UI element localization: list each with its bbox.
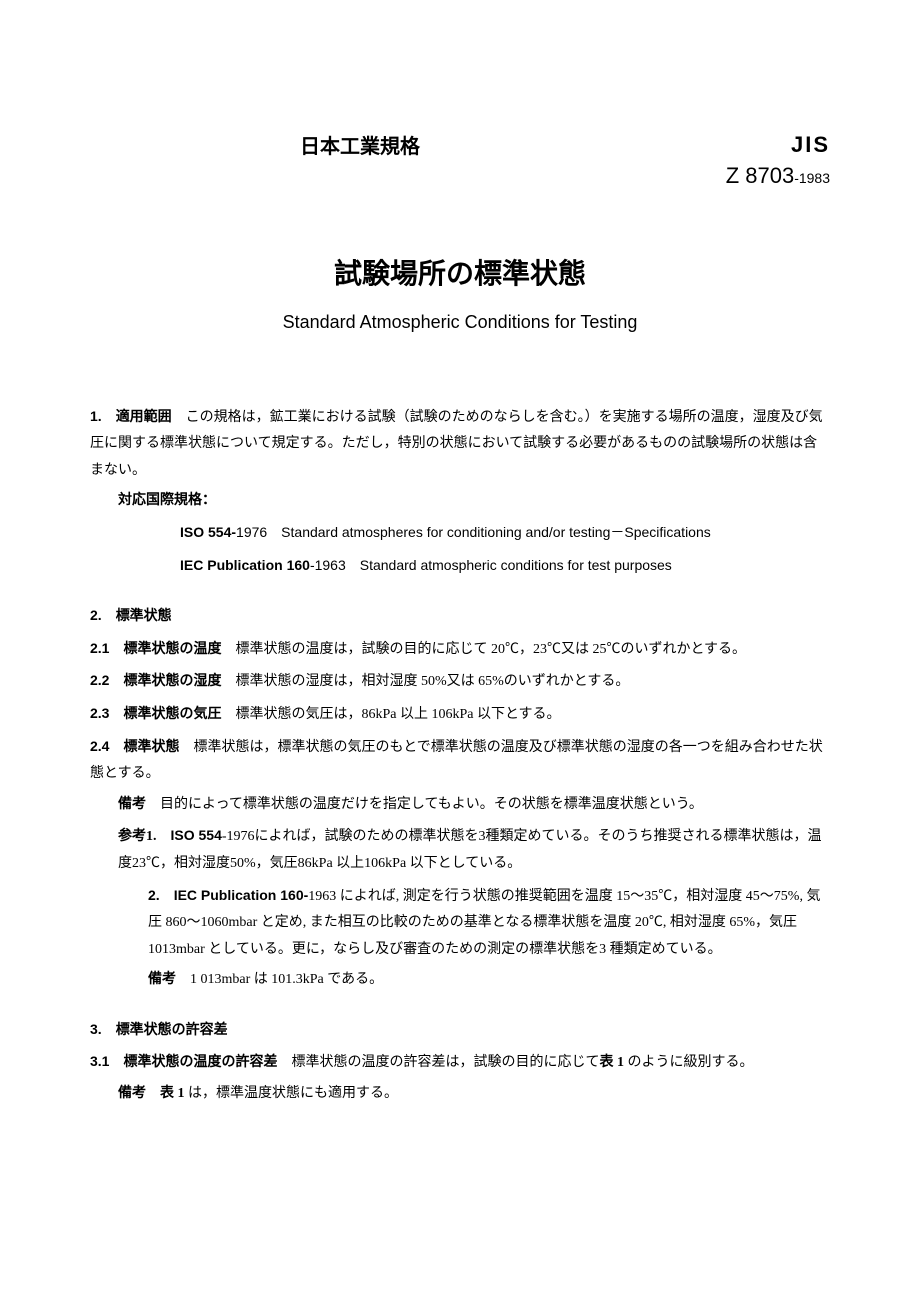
section-2-4: 2.4 標準状態 標準状態は，標準状態の気圧のもとで標準状態の温度及び標準状態の… [90,733,830,788]
section-2-ref1: 参考1. ISO 554-1976によれば，試験のための標準状態を3種類定めてい… [90,822,830,877]
section-3-note: 備考 表 1 は，標準温度状態にも適用する。 [90,1081,830,1108]
section-1-label: 適用範囲 [116,410,172,425]
s24-text: 標準状態は，標準状態の気圧のもとで標準状態の温度及び標準状態の湿度の各一つを組み… [90,740,823,782]
note-text: 目的によって標準状態の温度だけを指定してもよい。その状態を標準温度状態という。 [146,797,703,812]
s23-label: 標準状態の気圧 [123,707,221,722]
jis-code: Z 8703 [726,163,795,188]
org-name: 日本工業規格 [300,130,420,159]
s31-label: 標準状態の温度の許容差 [123,1055,277,1070]
s31-table-ref: 表 1 [599,1055,624,1070]
section-3-header: 3. 標準状態の許容差 [90,1016,830,1045]
iec-bold: IEC Publication 160 [180,557,310,573]
ref-label: 参考1. [118,829,157,844]
ref-note-label: 備考 [148,972,176,987]
s3-note-label: 備考 [118,1086,146,1101]
section-3-label: 標準状態の許容差 [116,1023,228,1038]
section-2-note: 備考 目的によって標準状態の温度だけを指定してもよい。その状態を標準温度状態とい… [90,792,830,819]
note-label: 備考 [118,797,146,812]
ref2-num: 2. [148,887,160,903]
standard-id: JIS Z 8703-1983 [726,130,830,192]
s31-num: 3.1 [90,1053,109,1069]
section-2-label: 標準状態 [116,609,172,624]
section-3-1: 3.1 標準状態の温度の許容差 標準状態の温度の許容差は，試験の目的に応じて表 … [90,1048,830,1077]
intl-iso: ISO 554-1976 Standard atmospheres for co… [90,519,830,548]
title-main: 試験場所の標準状態 [90,252,830,292]
s31-text2: のように級別する。 [624,1055,754,1070]
s31-text: 標準状態の温度の許容差は，試験の目的に応じて [277,1055,599,1070]
iso-bold: ISO 554- [180,524,236,540]
section-2-2: 2.2 標準状態の湿度 標準状態の湿度は，相対湿度 50%又は 65%のいずれか… [90,667,830,696]
title-sub: Standard Atmospheric Conditions for Test… [90,312,830,333]
s24-label: 標準状態 [123,740,179,755]
section-2-ref-note: 備考 1 013mbar は 101.3kPa である。 [90,967,830,994]
jis-code-line: Z 8703-1983 [726,161,830,192]
intl-standards-label: 対応国際規格： [90,488,830,515]
document-header: 日本工業規格 JIS Z 8703-1983 [90,130,830,192]
section-1: 1. 適用範囲 この規格は，鉱工業における試験（試験のためのならしを含む。）を実… [90,403,830,485]
ref2-bold: IEC Publication 160- [174,887,309,903]
s21-text: 標準状態の温度は，試験の目的に応じて 20℃，23℃又は 25℃のいずれかとする… [221,642,746,657]
jis-label: JIS [726,130,830,161]
section-1-num: 1. [90,408,102,424]
section-2-ref2: 2. IEC Publication 160-1963 によれば, 測定を行う状… [90,882,830,964]
ref-note-text: 1 013mbar は 101.3kPa である。 [176,972,383,987]
s22-num: 2.2 [90,672,109,688]
s22-label: 標準状態の湿度 [123,674,221,689]
s3-note-text: は，標準温度状態にも適用する。 [185,1086,399,1101]
document-body: 1. 適用範囲 この規格は，鉱工業における試験（試験のためのならしを含む。）を実… [90,403,830,1108]
ref1-bold: ISO 554 [171,827,222,843]
section-2-num: 2. [90,607,102,623]
section-2-1: 2.1 標準状態の温度 標準状態の温度は，試験の目的に応じて 20℃，23℃又は… [90,635,830,664]
section-2-3: 2.3 標準状態の気圧 標準状態の気圧は，86kPa 以上 106kPa 以下と… [90,700,830,729]
s23-num: 2.3 [90,705,109,721]
s22-text: 標準状態の湿度は，相対湿度 50%又は 65%のいずれかとする。 [221,674,629,689]
intl-label: 対応国際規格： [118,493,216,508]
section-1-text: この規格は，鉱工業における試験（試験のためのならしを含む。）を実施する場所の温度… [90,410,823,478]
s23-text: 標準状態の気圧は，86kPa 以上 106kPa 以下とする。 [221,707,560,722]
section-2-header: 2. 標準状態 [90,602,830,631]
s3-note-table: 表 1 [160,1086,185,1101]
s21-num: 2.1 [90,640,109,656]
iec-text: -1963 Standard atmospheric conditions fo… [310,557,672,573]
s21-label: 標準状態の温度 [123,642,221,657]
intl-iec: IEC Publication 160-1963 Standard atmosp… [90,552,830,581]
jis-year: -1983 [794,170,830,186]
ref1-text: -1976によれば，試験のための標準状態を3種類定めている。そのうち推奨される標… [118,829,822,871]
iso-text: 1976 Standard atmospheres for conditioni… [236,524,711,540]
s24-num: 2.4 [90,738,109,754]
section-3-num: 3. [90,1021,102,1037]
